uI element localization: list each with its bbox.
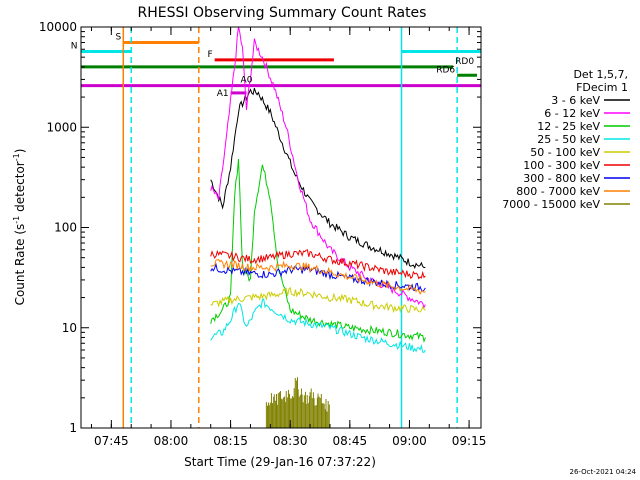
legend-entry-label: 12 - 25 keV: [537, 120, 600, 133]
x-tick-label: 08:45: [333, 434, 368, 448]
series-line: [210, 249, 426, 280]
legend-entry-label: 100 - 300 keV: [523, 159, 600, 172]
x-tick-label: 08:00: [154, 434, 189, 448]
flag-bars: [81, 41, 481, 95]
series-line: [210, 286, 426, 314]
legend-entry-label: 7000 - 15000 keV: [502, 198, 600, 211]
x-tick-label: 09:15: [452, 434, 487, 448]
timestamp: 26-Oct-2021 04:24: [570, 468, 637, 476]
flag-label-a0: A0: [241, 76, 253, 86]
legend-header-1: Det 1,5,7,: [573, 68, 628, 81]
y-tick-label: 1000: [46, 120, 77, 134]
vertical-markers: [122, 27, 458, 428]
y-axis-label: Count Rate (s-1 detector-1): [12, 149, 27, 306]
flag-label-n: N: [71, 41, 78, 51]
x-tick-label: 08:15: [213, 434, 248, 448]
series-line: [210, 298, 426, 353]
x-tick-label: 07:45: [94, 434, 129, 448]
legend-entry-label: 800 - 7000 keV: [516, 185, 600, 198]
x-tick-label: 08:30: [273, 434, 308, 448]
legend-entry-label: 300 - 800 keV: [523, 172, 600, 185]
y-tick-label: 10000: [39, 20, 77, 34]
chart-title: RHESSI Observing Summary Count Rates: [138, 5, 427, 21]
series-line: [210, 87, 426, 269]
y-tick-label: 1: [69, 421, 77, 435]
y-axis: 1 10 100 1000 10000: [39, 20, 481, 435]
flag-label-rd0: RD0: [455, 57, 474, 67]
flag-label-a1: A1: [217, 89, 229, 99]
flag-label-rd6: RD6: [436, 65, 455, 75]
legend-entry-label: 50 - 100 keV: [530, 146, 600, 159]
legend-entry-label: 3 - 6 keV: [551, 94, 600, 107]
x-axis-label: Start Time (29-Jan-16 07:37:22): [184, 455, 376, 469]
y-tick-label: 100: [54, 221, 77, 235]
x-tick-label: 09:00: [392, 434, 427, 448]
flag-label-s: S: [116, 33, 122, 43]
legend-header-2: FDecim 1: [576, 81, 628, 94]
legend-entry-label: 25 - 50 keV: [537, 133, 600, 146]
legend-entry-label: 6 - 12 keV: [544, 107, 600, 120]
plot-frame: [80, 26, 482, 429]
series-line: [210, 259, 426, 295]
series-lines: [210, 27, 426, 428]
y-tick-label: 10: [62, 321, 77, 335]
flag-label-f: F: [207, 50, 212, 60]
x-axis: 07:45 08:00 08:15 08:30 08:45 09:00 09:15: [90, 27, 487, 448]
